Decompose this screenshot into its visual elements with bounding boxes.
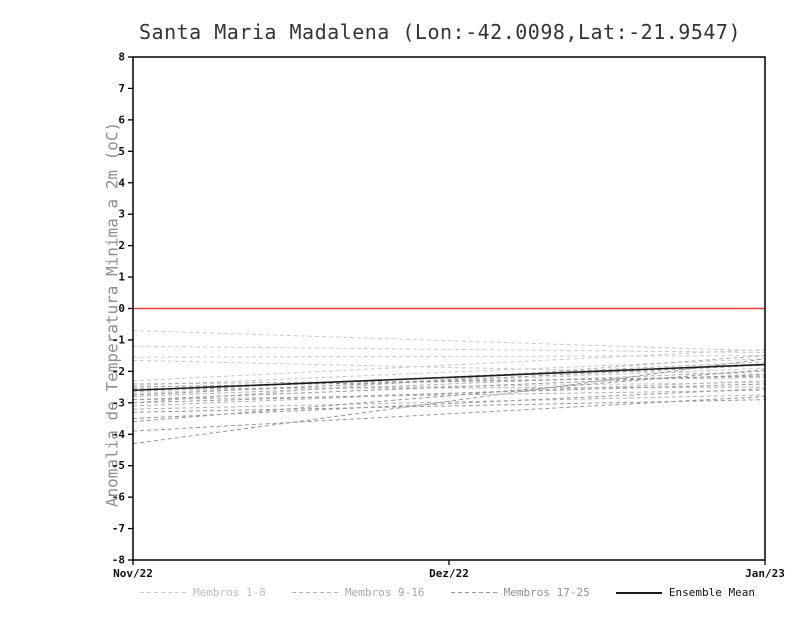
legend-dashed-line-sample bbox=[292, 592, 339, 593]
y-tick-label: -1 bbox=[112, 333, 126, 346]
ensemble-member-line-group3 bbox=[132, 388, 766, 420]
y-tick-label: 0 bbox=[118, 302, 125, 315]
legend-item: Membros 1-8 bbox=[140, 586, 266, 599]
y-tick-label: 4 bbox=[118, 176, 125, 189]
ensemble-member-line-group3 bbox=[132, 358, 766, 445]
ensemble-member-line-group1 bbox=[132, 355, 766, 358]
x-tick-label: Dez/22 bbox=[429, 567, 469, 580]
y-tick-label: -6 bbox=[112, 491, 126, 504]
legend-item: Membros 17-25 bbox=[450, 586, 590, 599]
legend-label: Ensemble Mean bbox=[668, 586, 755, 599]
ensemble-member-line-group3 bbox=[132, 383, 766, 404]
ensemble-member-line-group2 bbox=[132, 389, 766, 401]
y-tick-label: 3 bbox=[118, 208, 125, 221]
ensemble-member-line-group2 bbox=[132, 394, 766, 410]
y-tick-label: -4 bbox=[112, 428, 126, 441]
ensemble-member-line-group2 bbox=[132, 377, 766, 385]
legend-label: Membros 17-25 bbox=[503, 586, 590, 599]
y-tick-label: -5 bbox=[112, 459, 125, 472]
ensemble-member-line-group3 bbox=[132, 369, 766, 423]
y-tick-label: 6 bbox=[118, 113, 125, 126]
ensemble-member-line-group1 bbox=[132, 330, 766, 352]
y-tick-label: -7 bbox=[112, 522, 125, 535]
ensemble-member-line-group1 bbox=[132, 348, 766, 382]
legend-label: Membros 9-16 bbox=[345, 586, 425, 599]
legend-item: Ensemble Mean bbox=[615, 586, 755, 599]
ensemble-member-line-group3 bbox=[132, 396, 766, 432]
y-tick-label: 2 bbox=[118, 239, 125, 252]
y-tick-label: -3 bbox=[112, 396, 125, 409]
legend-dashed-line-sample bbox=[450, 592, 497, 593]
y-tick-label: 8 bbox=[118, 51, 125, 64]
ensemble-mean-line bbox=[132, 363, 766, 392]
y-tick-label: 7 bbox=[118, 82, 125, 95]
ensemble-member-line-group1 bbox=[132, 345, 766, 354]
legend-label: Membros 1-8 bbox=[193, 586, 266, 599]
chart-title: Santa Maria Madalena (Lon:-42.0098,Lat:-… bbox=[139, 20, 741, 44]
legend-item: Membros 9-16 bbox=[292, 586, 425, 599]
chart-legend: Membros 1-8 Membros 9-16 Membros 17-25 Ense… bbox=[140, 586, 755, 599]
x-tick-label: Nov/22 bbox=[113, 567, 153, 580]
x-tick-label: Jan/23 bbox=[745, 567, 785, 580]
ensemble-member-line-group2 bbox=[132, 370, 766, 398]
y-tick-label: -8 bbox=[112, 554, 125, 567]
y-tick-label: 1 bbox=[118, 271, 125, 284]
ensemble-member-line-group3 bbox=[132, 364, 766, 396]
ensemble-member-line-group2 bbox=[132, 355, 766, 404]
legend-solid-line-sample bbox=[615, 591, 662, 594]
ensemble-member-line-group3 bbox=[132, 399, 766, 413]
y-tick-label: 5 bbox=[118, 145, 125, 158]
legend-dashed-line-sample bbox=[140, 592, 186, 593]
y-tick-label: -2 bbox=[112, 365, 125, 378]
